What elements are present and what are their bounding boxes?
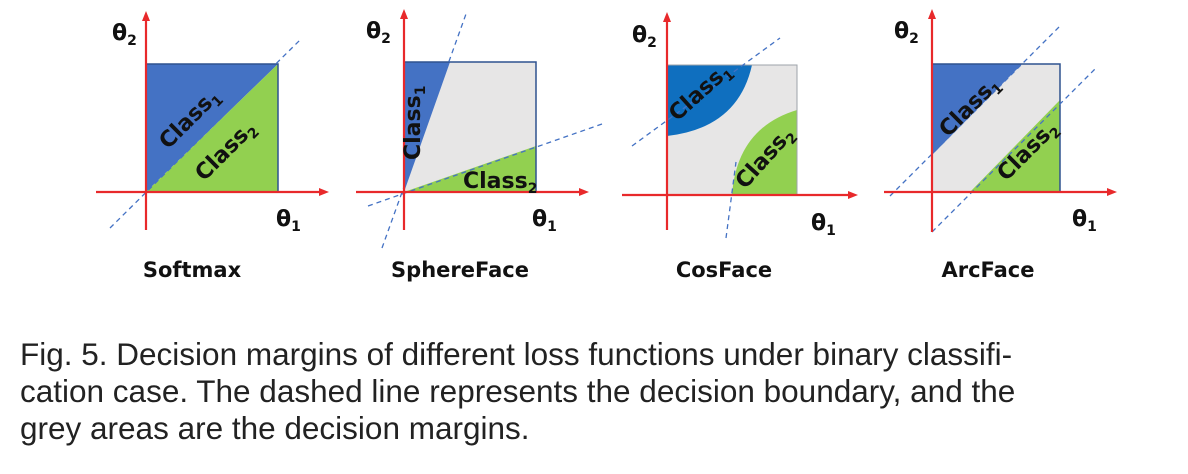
panel-softmax: θ2 θ1 Class1 Class2 Softmax bbox=[96, 11, 329, 282]
class2-region bbox=[404, 146, 536, 192]
class2-region bbox=[732, 110, 797, 195]
caption-line: Fig. 5. Decision margins of different lo… bbox=[20, 336, 1013, 372]
y-axis-label: θ2 bbox=[366, 19, 391, 47]
decision-boundary-line bbox=[381, 13, 467, 249]
y-axis-label: θ2 bbox=[894, 19, 919, 47]
class1-region bbox=[404, 62, 450, 192]
caption-line: cation case. The dashed line represents … bbox=[20, 373, 1016, 409]
panel-title: SphereFace bbox=[391, 258, 529, 282]
panel-cosface: θ2 θ1 Class1 Class2 CosFace bbox=[622, 12, 858, 282]
class1-label: Class1 bbox=[401, 86, 429, 160]
panel-title: CosFace bbox=[676, 258, 772, 282]
decision-boundary-line bbox=[725, 161, 737, 239]
x-axis-label: θ1 bbox=[1072, 207, 1097, 235]
panel-title: ArcFace bbox=[941, 258, 1034, 282]
loss-decision-margin-figure: θ2 θ1 Class1 Class2 Softmax θ2 θ1 Class1… bbox=[96, 9, 1117, 282]
y-axis-label: θ2 bbox=[632, 23, 657, 51]
x-axis-label: θ1 bbox=[811, 211, 836, 239]
panel-sphereface: θ2 θ1 Class1 Class2 SphereFace bbox=[356, 9, 603, 282]
class2-region bbox=[146, 64, 278, 192]
decision-boundary-line bbox=[631, 37, 781, 147]
x-axis-label: θ1 bbox=[532, 207, 557, 235]
decision-boundary-line bbox=[889, 25, 1061, 197]
caption-line: grey areas are the decision margins. bbox=[20, 410, 530, 446]
class1-region bbox=[667, 65, 752, 136]
y-axis-label: θ2 bbox=[112, 21, 137, 49]
x-axis-label: θ1 bbox=[276, 207, 301, 235]
class2-region bbox=[970, 100, 1060, 192]
figure-caption: Fig. 5. Decision margins of different lo… bbox=[20, 336, 1180, 447]
decision-boundary-line bbox=[931, 67, 1097, 233]
panel-title: Softmax bbox=[143, 258, 242, 282]
panel-arcface: θ2 θ1 Class1 Class2 ArcFace bbox=[884, 9, 1117, 282]
class2-label: Class2 bbox=[463, 169, 537, 197]
